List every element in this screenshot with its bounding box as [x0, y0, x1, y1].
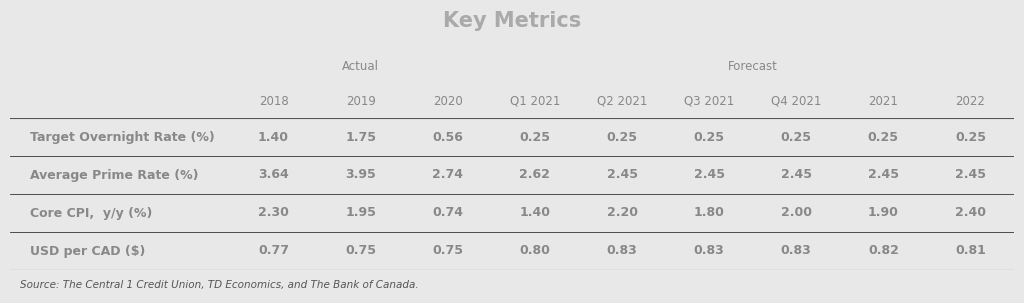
Text: 0.74: 0.74 [432, 207, 463, 219]
Text: 0.82: 0.82 [868, 245, 899, 258]
Text: 0.25: 0.25 [780, 131, 812, 144]
Text: 0.75: 0.75 [345, 245, 376, 258]
Text: 0.25: 0.25 [519, 131, 550, 144]
Text: 0.81: 0.81 [955, 245, 986, 258]
Text: 2.45: 2.45 [955, 168, 986, 181]
Text: 2.40: 2.40 [955, 207, 986, 219]
Text: 0.25: 0.25 [955, 131, 986, 144]
Text: Target Overnight Rate (%): Target Overnight Rate (%) [30, 131, 215, 144]
Text: USD per CAD ($): USD per CAD ($) [30, 245, 145, 258]
Text: 0.75: 0.75 [432, 245, 463, 258]
Text: 1.40: 1.40 [519, 207, 550, 219]
Text: Average Prime Rate (%): Average Prime Rate (%) [30, 168, 199, 181]
Text: Q3 2021: Q3 2021 [684, 95, 734, 108]
Text: 2.30: 2.30 [258, 207, 289, 219]
Text: 0.25: 0.25 [693, 131, 725, 144]
Text: 0.83: 0.83 [693, 245, 725, 258]
Text: 2020: 2020 [433, 95, 463, 108]
Text: 0.77: 0.77 [258, 245, 289, 258]
Text: Source: The Central 1 Credit Union, TD Economics, and The Bank of Canada.: Source: The Central 1 Credit Union, TD E… [20, 280, 419, 290]
Text: 2.62: 2.62 [519, 168, 550, 181]
Text: 2.45: 2.45 [693, 168, 725, 181]
Text: 0.56: 0.56 [432, 131, 463, 144]
Text: 2019: 2019 [346, 95, 376, 108]
Text: Actual: Actual [342, 60, 379, 73]
Text: 2.00: 2.00 [780, 207, 812, 219]
Text: Key Metrics: Key Metrics [442, 11, 582, 31]
Text: 1.40: 1.40 [258, 131, 289, 144]
Text: 2.45: 2.45 [867, 168, 899, 181]
Text: Forecast: Forecast [728, 60, 777, 73]
Text: 0.25: 0.25 [867, 131, 899, 144]
Text: 3.64: 3.64 [258, 168, 289, 181]
Text: 2.45: 2.45 [780, 168, 812, 181]
Text: 2021: 2021 [868, 95, 898, 108]
Text: 2018: 2018 [259, 95, 289, 108]
Text: 1.95: 1.95 [345, 207, 376, 219]
Text: 1.90: 1.90 [868, 207, 899, 219]
Text: Q2 2021: Q2 2021 [597, 95, 647, 108]
Text: 2.20: 2.20 [606, 207, 638, 219]
Text: 0.83: 0.83 [781, 245, 812, 258]
Text: Q4 2021: Q4 2021 [771, 95, 821, 108]
Text: 3.95: 3.95 [345, 168, 376, 181]
Text: 2.74: 2.74 [432, 168, 463, 181]
Text: 0.80: 0.80 [519, 245, 550, 258]
Text: Q1 2021: Q1 2021 [510, 95, 560, 108]
Text: Core CPI,  y/y (%): Core CPI, y/y (%) [30, 207, 153, 219]
Text: 1.75: 1.75 [345, 131, 376, 144]
Text: 2.45: 2.45 [606, 168, 638, 181]
Text: 2022: 2022 [955, 95, 985, 108]
Text: 0.25: 0.25 [606, 131, 638, 144]
Text: 1.80: 1.80 [693, 207, 725, 219]
Text: 0.83: 0.83 [606, 245, 637, 258]
